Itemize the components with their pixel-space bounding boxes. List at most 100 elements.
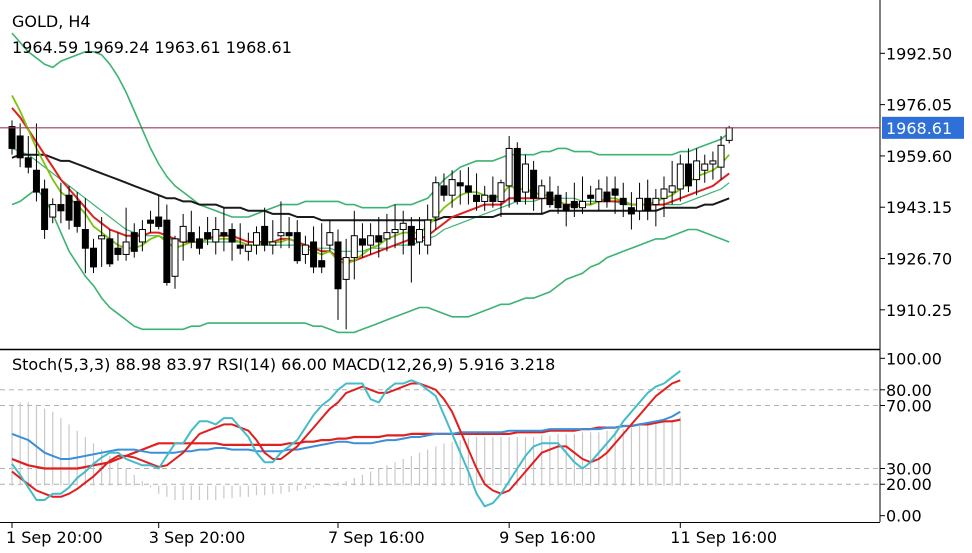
candle — [587, 185, 595, 205]
candle — [334, 229, 342, 320]
current-price-label: 1968.61 — [886, 119, 952, 138]
candle — [204, 217, 212, 246]
candle — [24, 135, 32, 174]
candle — [358, 223, 366, 258]
price-tick-label: 1910.25 — [886, 301, 952, 320]
rsi-line — [11, 410, 681, 460]
candle-body-bear — [530, 169, 538, 199]
price-tick-label: 1959.60 — [886, 147, 952, 166]
candle-body-bear — [310, 241, 318, 268]
candle-body-bear — [81, 229, 89, 249]
ma-black-line — [11, 153, 730, 222]
candle — [65, 185, 73, 230]
time-axis: 1 Sep 20:00 3 Sep 20:00 7 Sep 16:00 9 Sep 1… — [6, 522, 777, 547]
candle-body-bear — [57, 204, 65, 212]
candle — [489, 176, 497, 208]
price-tick-label: 1926.70 — [886, 250, 952, 269]
candle — [342, 238, 350, 330]
candle-body-bear — [440, 185, 448, 196]
candle — [407, 217, 415, 283]
stoch-main-line — [11, 370, 681, 508]
candle-body-bear — [546, 191, 554, 206]
candle-body-bull — [652, 197, 660, 206]
candle-body-bull — [253, 232, 260, 246]
candle — [546, 176, 554, 208]
ohlc-readout: 1964.59 1969.24 1963.61 1968.61 — [12, 38, 292, 57]
candle — [98, 217, 106, 267]
candle — [432, 176, 440, 230]
candle-body-bull — [521, 163, 529, 193]
candle-body-bear — [334, 241, 342, 290]
candle-body-bear — [375, 235, 383, 243]
candle-body-bull — [383, 232, 391, 240]
candle-body-bull — [636, 197, 644, 212]
candle-body-bear — [358, 238, 366, 246]
candle — [530, 160, 538, 211]
candle-body-bear — [554, 194, 562, 209]
candle-body-bear — [228, 229, 236, 243]
candle — [57, 182, 65, 224]
time-tick-label: 7 Sep 16:00 — [328, 528, 425, 547]
candle — [269, 220, 277, 255]
candle-body-bull — [668, 185, 676, 193]
candle-body-bull — [481, 194, 489, 202]
candle-body-bear — [627, 207, 635, 215]
candle-body-bull — [171, 238, 179, 277]
candle — [326, 220, 334, 252]
candle — [130, 223, 138, 258]
candle-body-bear — [456, 182, 464, 187]
time-tick-label: 11 Sep 16:00 — [670, 528, 777, 547]
candle — [138, 220, 146, 252]
candle-body-bear — [562, 204, 570, 212]
candle-body-bear — [65, 194, 73, 221]
candle-body-bull — [709, 160, 717, 165]
candle-body-bull — [122, 241, 130, 255]
candle — [538, 179, 546, 214]
candle-body-bull — [676, 163, 684, 190]
candle-body-bull — [725, 127, 733, 141]
candle-body-bear — [106, 238, 114, 265]
candle-body-bear — [587, 194, 595, 199]
time-tick-label: 3 Sep 20:00 — [149, 528, 246, 547]
candle — [513, 142, 521, 205]
candle-body-bull — [717, 144, 725, 168]
candle — [399, 210, 407, 255]
candle-body-bear — [187, 232, 195, 243]
candle-body-bull — [432, 182, 440, 218]
candle — [244, 232, 252, 261]
candle-body-bear — [114, 247, 122, 255]
chart-frame — [0, 0, 881, 523]
candle-body-bear — [603, 191, 611, 202]
price-tick-label: 1943.15 — [886, 198, 952, 217]
candle — [375, 217, 383, 258]
candle-body-bear — [8, 126, 16, 149]
candle — [114, 232, 122, 261]
candle — [81, 198, 89, 274]
candle — [122, 207, 130, 261]
candle — [285, 217, 293, 249]
candle — [163, 204, 171, 286]
candle — [668, 160, 676, 205]
price-tick-label: 1992.50 — [886, 44, 952, 63]
candle — [570, 182, 578, 218]
candle — [416, 217, 423, 255]
candle — [481, 185, 489, 211]
time-tick-label: 9 Sep 16:00 — [499, 528, 596, 547]
candle-body-bull — [49, 204, 57, 218]
candle-body-bear — [644, 197, 652, 212]
candle-body-bear — [236, 244, 244, 249]
candle-body-bull — [301, 244, 309, 255]
candle — [424, 204, 432, 255]
candle — [383, 213, 391, 252]
indicator-tick-label: 20.00 — [886, 475, 932, 494]
candle — [41, 179, 49, 239]
candle-body-bull — [701, 163, 709, 171]
candle — [49, 198, 57, 224]
candle-body-bull — [424, 219, 432, 246]
candle — [611, 176, 619, 214]
candle — [32, 123, 40, 202]
candle — [187, 210, 195, 249]
candle-body-bull — [350, 235, 358, 259]
candle — [310, 226, 318, 274]
candle — [676, 154, 684, 202]
